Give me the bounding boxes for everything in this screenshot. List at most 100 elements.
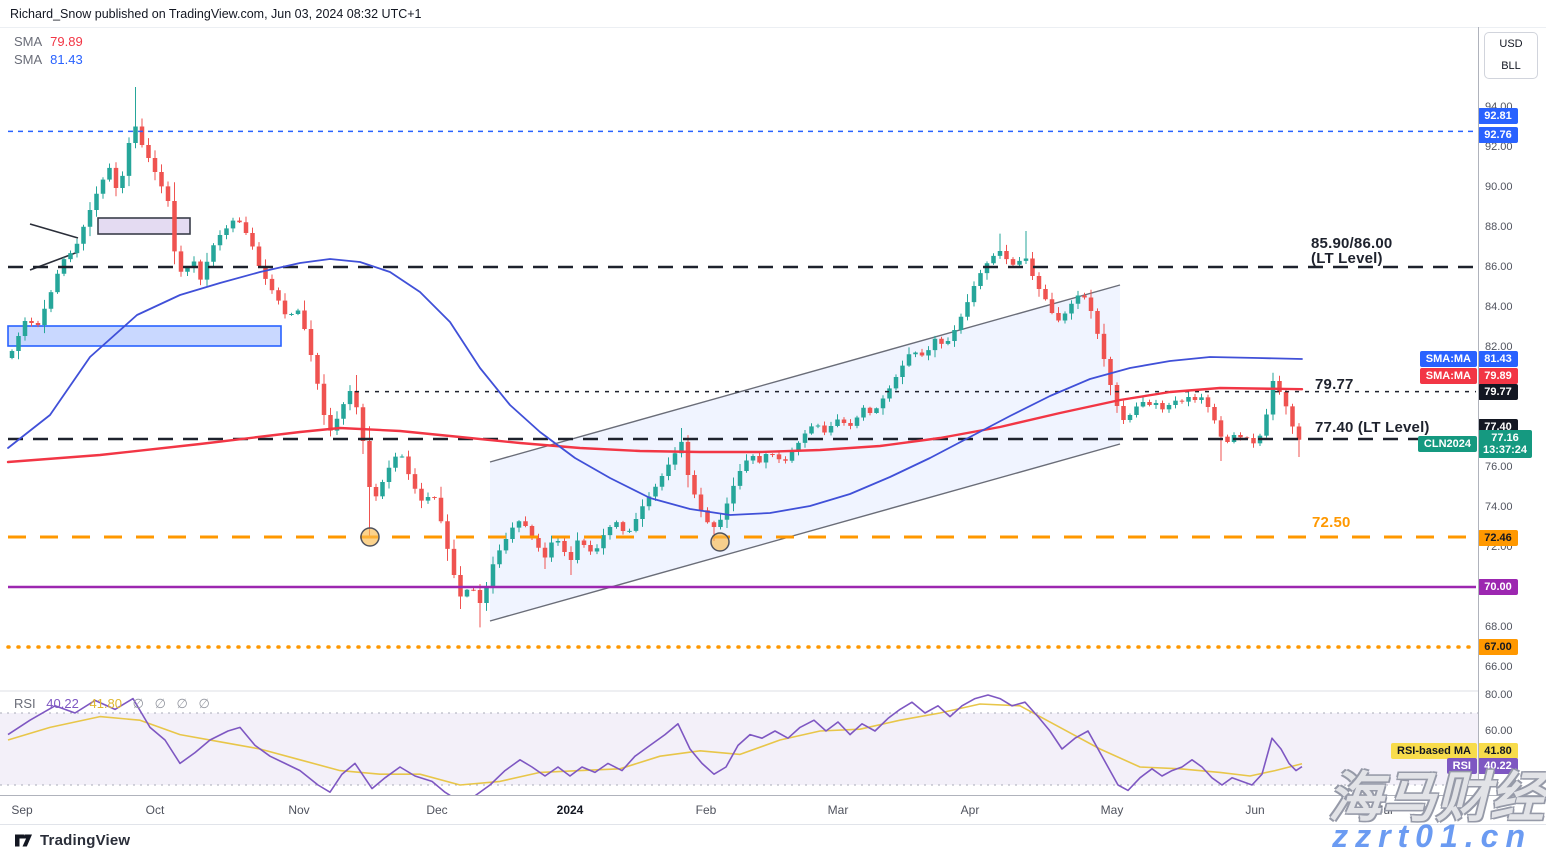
- candle-body: [367, 441, 372, 487]
- annotation-7740[interactable]: 77.40 (LT Level): [1315, 419, 1430, 436]
- price-label-badge: 67.00: [1478, 639, 1518, 655]
- candle-body: [1238, 435, 1243, 438]
- candle-body: [666, 464, 671, 476]
- candle-body: [1179, 400, 1185, 402]
- candle-body: [744, 460, 749, 471]
- candle-body: [828, 426, 834, 433]
- price-label-badge: 72.46: [1478, 530, 1518, 546]
- candle-body: [991, 255, 996, 264]
- price-scale[interactable]: 94.0092.0090.0088.0086.0084.0082.0080.00…: [1391, 28, 1546, 824]
- candle-body: [68, 253, 73, 260]
- zone-box-1[interactable]: [97, 217, 191, 235]
- trend-channel-lower-line[interactable]: [489, 443, 1121, 622]
- rsi-pane[interactable]: [0, 694, 1478, 803]
- candle-body: [510, 527, 515, 539]
- candle-body: [919, 352, 925, 356]
- candle-body: [126, 143, 132, 176]
- candle-body: [861, 407, 866, 418]
- rsi-ma-value: 41.80: [89, 696, 123, 711]
- candle-body: [880, 398, 886, 409]
- candle-body: [1010, 259, 1016, 265]
- unit-button[interactable]: BLL: [1501, 60, 1521, 73]
- candle-body: [347, 391, 353, 405]
- scale-badge-row: 79.89: [1478, 368, 1518, 384]
- candle-body: [308, 329, 314, 355]
- scale-badge-row: 40.22: [1478, 758, 1518, 774]
- time-axis[interactable]: Sep Oct Nov Dec 2024 Feb Mar Apr May Jun Jul: [0, 795, 1546, 824]
- sma-legend-fast[interactable]: SMA 79.89: [14, 33, 83, 51]
- candle-body: [1004, 251, 1009, 260]
- tradingview-logo[interactable]: TradingView: [14, 831, 130, 850]
- annotation-7250[interactable]: 72.50: [1312, 514, 1351, 531]
- candle-body: [1251, 438, 1256, 444]
- candle-body: [809, 426, 814, 434]
- zone-box-2[interactable]: [7, 325, 282, 347]
- candle-body: [965, 302, 970, 317]
- candle-body: [256, 246, 262, 266]
- candle-body: [399, 456, 405, 458]
- rsi-label: RSI: [14, 696, 36, 711]
- candle-body: [328, 415, 333, 431]
- rsi-ma-line[interactable]: [7, 703, 1303, 786]
- candle-body: [425, 497, 431, 501]
- candle-body: [1101, 333, 1107, 359]
- candle-body: [321, 383, 327, 415]
- candle-body: [217, 235, 223, 246]
- rsi-line[interactable]: [7, 694, 1303, 803]
- candle-body: [1030, 258, 1035, 276]
- candle-body: [1121, 406, 1126, 420]
- time-axis-label-may: May: [1100, 803, 1124, 817]
- candle-body: [562, 541, 567, 552]
- candle-body: [724, 503, 730, 520]
- candle-body: [464, 589, 470, 597]
- time-axis-label-2024: 2024: [556, 803, 584, 817]
- candle-body: [1225, 436, 1230, 442]
- touch-circle-marker[interactable]: [360, 527, 380, 547]
- candle-body: [471, 589, 476, 591]
- candle-body: [718, 519, 723, 527]
- candle-body: [211, 245, 216, 262]
- candle-body: [594, 548, 600, 552]
- sma-line-blue[interactable]: [7, 258, 1303, 516]
- candle-body: [692, 475, 697, 495]
- candle-body: [81, 226, 86, 244]
- touch-circle-marker[interactable]: [710, 532, 730, 552]
- candle-body: [276, 290, 281, 301]
- candle-body: [633, 519, 639, 531]
- scale-badge-row: 79.77: [1478, 384, 1518, 400]
- rsi-legend[interactable]: RSI 40.22 41.80 ∅ ∅ ∅ ∅: [14, 696, 210, 712]
- annotation-lt-upper[interactable]: 85.90/86.00 (LT Level): [1311, 236, 1392, 266]
- candle-body: [893, 377, 899, 389]
- sma-value: 79.89: [50, 34, 83, 49]
- wedge-trendline[interactable]: [29, 223, 79, 239]
- candle-body: [1127, 415, 1133, 420]
- sma-legend-slow[interactable]: SMA 81.43: [14, 51, 83, 69]
- candle-body: [334, 418, 340, 431]
- scale-badge-prefix: SMA:MA: [1419, 368, 1477, 384]
- scale-badge-row: 81.43: [1478, 351, 1518, 367]
- candle-body: [1108, 359, 1113, 385]
- price-tick-label: 84.00: [1485, 301, 1513, 313]
- time-axis-label-feb: Feb: [695, 803, 717, 817]
- annotation-7977[interactable]: 79.77: [1315, 376, 1354, 393]
- candle-body: [906, 354, 912, 366]
- candle-body: [341, 404, 346, 419]
- candle-body: [1166, 405, 1172, 410]
- price-pane[interactable]: [6, 87, 1478, 649]
- scale-badge-row: 72.46: [1478, 530, 1518, 546]
- time-axis-label-mar: Mar: [827, 803, 849, 817]
- candle-body: [48, 292, 54, 309]
- indicator-legend: SMA 79.89 SMA 81.43: [14, 33, 83, 69]
- currency-button[interactable]: USD: [1499, 37, 1523, 50]
- price-tick-label: 88.00: [1485, 221, 1513, 233]
- scale-unit-buttons: USD BLL: [1484, 32, 1538, 79]
- candle-body: [393, 456, 398, 468]
- candle-body: [263, 266, 268, 279]
- candle-body: [711, 522, 717, 527]
- candle-body: [1023, 258, 1029, 261]
- sma-line-red[interactable]: [6, 386, 1304, 464]
- trend-channel-upper-line[interactable]: [489, 284, 1121, 463]
- candle-body: [536, 538, 541, 548]
- rsi-tick-label: 60.00: [1485, 725, 1513, 737]
